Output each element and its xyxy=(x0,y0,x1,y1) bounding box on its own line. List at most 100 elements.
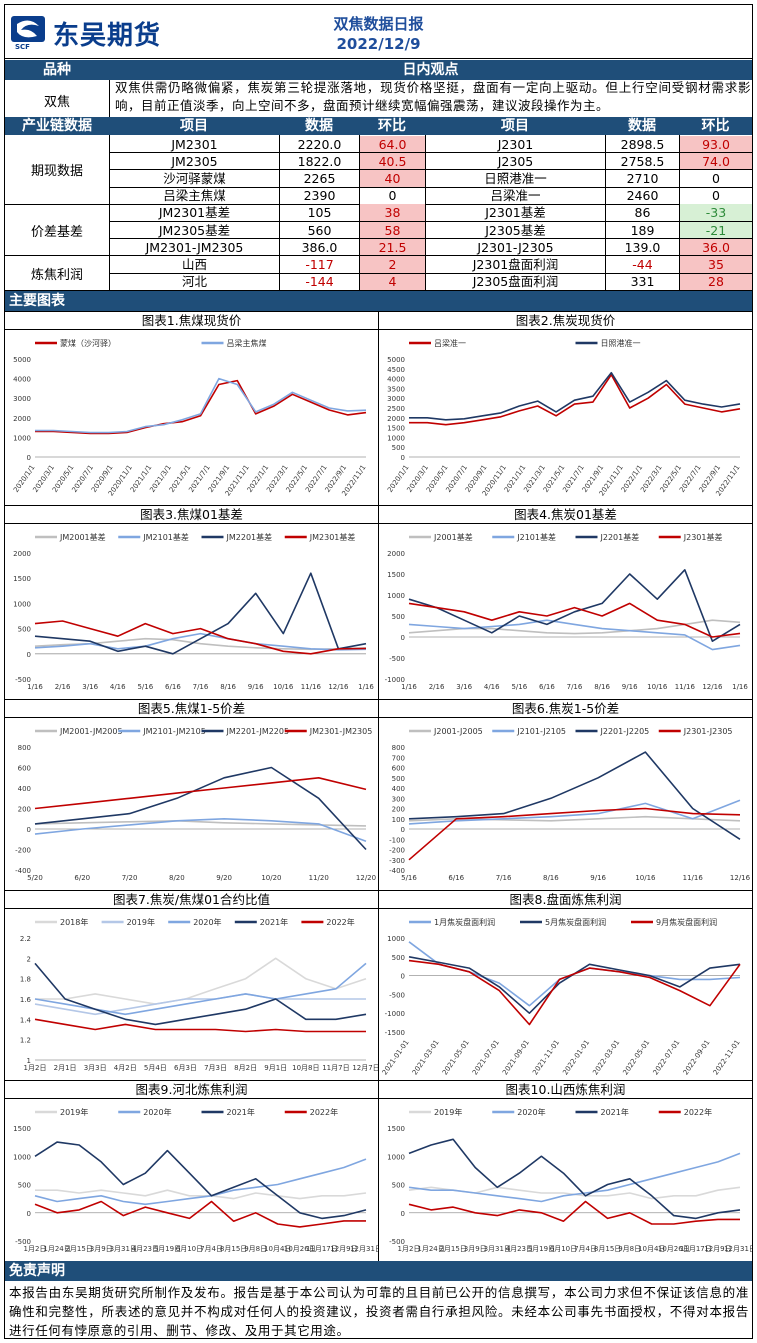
disclaimer-header-bar: 免责声明 xyxy=(5,1261,752,1281)
y-tick-label: 1000 xyxy=(387,592,405,600)
y-tick-label: 1000 xyxy=(387,434,405,442)
x-tick-label: 6/16 xyxy=(539,683,555,691)
x-tick-label: 2021-09-01 xyxy=(501,1039,531,1077)
table-cell-l-val: 2265 xyxy=(303,170,336,186)
line-chart: 2019年 2020年 2021年 2022年 -500 0 500 1000 1500 1月2日… xyxy=(387,1107,752,1253)
x-tick-label: 1/16 xyxy=(401,683,417,691)
legend-label: 2020年 xyxy=(143,1107,171,1117)
table-cell-r-item: 日照港准一 xyxy=(484,170,547,186)
x-tick-label: 12/16 xyxy=(702,683,723,691)
y-tick-label: 1.4 xyxy=(20,1016,32,1024)
line-chart: 吕梁准一 日照港准一0500100015002000250030003500400… xyxy=(386,338,742,498)
col-line xyxy=(279,135,280,290)
y-tick-label: -500 xyxy=(15,676,31,684)
y-tick-label: 500 xyxy=(392,444,405,452)
series-line xyxy=(34,1158,367,1206)
y-tick-label: 400 xyxy=(18,785,31,793)
chart-title: 图表1.焦煤现货价 xyxy=(5,312,378,330)
x-tick-label: 2022-11-01 xyxy=(712,1039,742,1077)
y-tick-label: 4000 xyxy=(387,376,405,384)
x-tick-label: 1/16 xyxy=(732,683,748,691)
x-tick-label: 12月9日 xyxy=(330,1245,357,1253)
y-tick-label: 1.2 xyxy=(20,1037,31,1045)
table-cell-l-val: 560 xyxy=(307,222,332,238)
y-tick-label: 3500 xyxy=(387,385,405,393)
y-tick-label: -1000 xyxy=(385,1010,405,1018)
table-cell-l-item: JM2305基差 xyxy=(158,222,231,238)
x-tick-label: 7/16 xyxy=(567,683,583,691)
x-tick-label: 1月2日 xyxy=(398,1245,421,1253)
x-tick-label: 7/16 xyxy=(193,683,209,691)
legend-label: JM2201基差 xyxy=(226,532,273,542)
x-tick-label: 3月31日 xyxy=(484,1245,511,1253)
col-line xyxy=(109,135,110,290)
charts-section-title: 主要图表 xyxy=(9,293,65,309)
line-chart: J2001基差 J2101基差 J2201基差 J2301基差 -1000 -500 0 50… xyxy=(385,532,749,691)
table-cell-l-chg: 4 xyxy=(360,273,425,291)
disclaimer-title: 免责声明 xyxy=(9,1263,65,1279)
row-line xyxy=(109,221,752,222)
y-tick-label: 1 xyxy=(27,1057,31,1065)
x-tick-label: 4/16 xyxy=(110,683,126,691)
x-tick-label: 4/16 xyxy=(484,683,500,691)
series-line xyxy=(408,799,741,825)
table-cell-l-val: 105 xyxy=(307,205,332,221)
x-tick-label: 6月10日 xyxy=(176,1245,203,1253)
table-cell-r-val: 86 xyxy=(634,205,651,221)
table-cell-l-chg: 40 xyxy=(360,169,425,187)
table-cell-l-chg: 40.5 xyxy=(360,152,425,170)
report-header: SCF 东吴期货 双焦数据日报 2022/12/9 xyxy=(5,5,752,59)
y-tick-label: 1500 xyxy=(13,1125,31,1133)
table-cell-r-item: J2301盘面利润 xyxy=(472,256,559,272)
x-tick-label: 9月1日 xyxy=(264,1064,287,1072)
table-cell-r-val: 139.0 xyxy=(624,239,661,255)
row-line xyxy=(109,272,752,274)
chart-title: 图表5.焦煤1-5价差 xyxy=(5,700,378,718)
legend-label: J2301-J2305 xyxy=(683,727,733,736)
legend-label: J2001-J2005 xyxy=(433,727,483,736)
y-tick-label: 300 xyxy=(392,795,405,803)
y-tick-label: 600 xyxy=(392,765,405,773)
legend-label: JM2101基差 xyxy=(142,532,189,542)
chart-title: 图表3.焦煤01基差 xyxy=(5,506,378,524)
x-tick-label: 8/16 xyxy=(543,874,559,882)
x-tick-label: 1月24日 xyxy=(417,1245,444,1253)
x-tick-label: 2022-07-01 xyxy=(652,1039,682,1077)
report-title: 双焦数据日报 xyxy=(333,15,424,33)
y-tick-label: 0 xyxy=(401,634,405,642)
legend-label: 2019年 xyxy=(60,1107,88,1117)
table-cell-l-item: JM2301-JM2305 xyxy=(145,239,244,255)
y-tick-label: 4500 xyxy=(387,366,405,374)
series-line xyxy=(35,379,367,435)
x-tick-label: 9月8日 xyxy=(618,1245,641,1253)
x-tick-label: 7月3日 xyxy=(204,1064,227,1072)
series-line xyxy=(34,1141,367,1220)
legend-label: J2201-J2205 xyxy=(600,727,650,736)
x-tick-label: 10月8日 xyxy=(292,1064,319,1072)
y-tick-label: 1500 xyxy=(13,575,31,583)
table-cell-r-chg: 36.0 xyxy=(680,238,752,256)
x-tick-label: 1月2日 xyxy=(24,1064,47,1072)
chart-title: 图表4.焦炭01基差 xyxy=(379,506,752,524)
table-cell-r-val: 2710 xyxy=(626,170,659,186)
series-line xyxy=(35,1189,367,1200)
series-line xyxy=(34,1018,366,1033)
table-cell-r-val: 2758.5 xyxy=(620,153,665,169)
x-tick-label: 6/16 xyxy=(165,683,181,691)
legend-label: 2020年 xyxy=(193,917,221,927)
x-tick-label: 6/20 xyxy=(74,874,90,882)
scf-logo-icon xyxy=(11,16,45,42)
legend-label: JM2301基差 xyxy=(309,532,356,542)
x-tick-label: 11/16 xyxy=(675,683,696,691)
table-cell-r-chg: -21 xyxy=(680,221,752,239)
x-tick-label: 2021-03-01 xyxy=(411,1039,441,1077)
divider xyxy=(109,80,110,117)
company-logo: SCF 东吴期货 xyxy=(9,13,161,53)
table-cell-l-item: JM2301基差 xyxy=(158,205,231,221)
x-tick-label: 2/16 xyxy=(429,683,445,691)
y-tick-label: 2000 xyxy=(387,550,405,558)
legend-label: JM2201-JM2205 xyxy=(226,727,290,736)
x-tick-label: 10月26日 xyxy=(284,1245,316,1253)
chart-title: 图表2.焦炭现货价 xyxy=(379,312,752,330)
x-tick-label: 12月31日 xyxy=(724,1245,752,1253)
